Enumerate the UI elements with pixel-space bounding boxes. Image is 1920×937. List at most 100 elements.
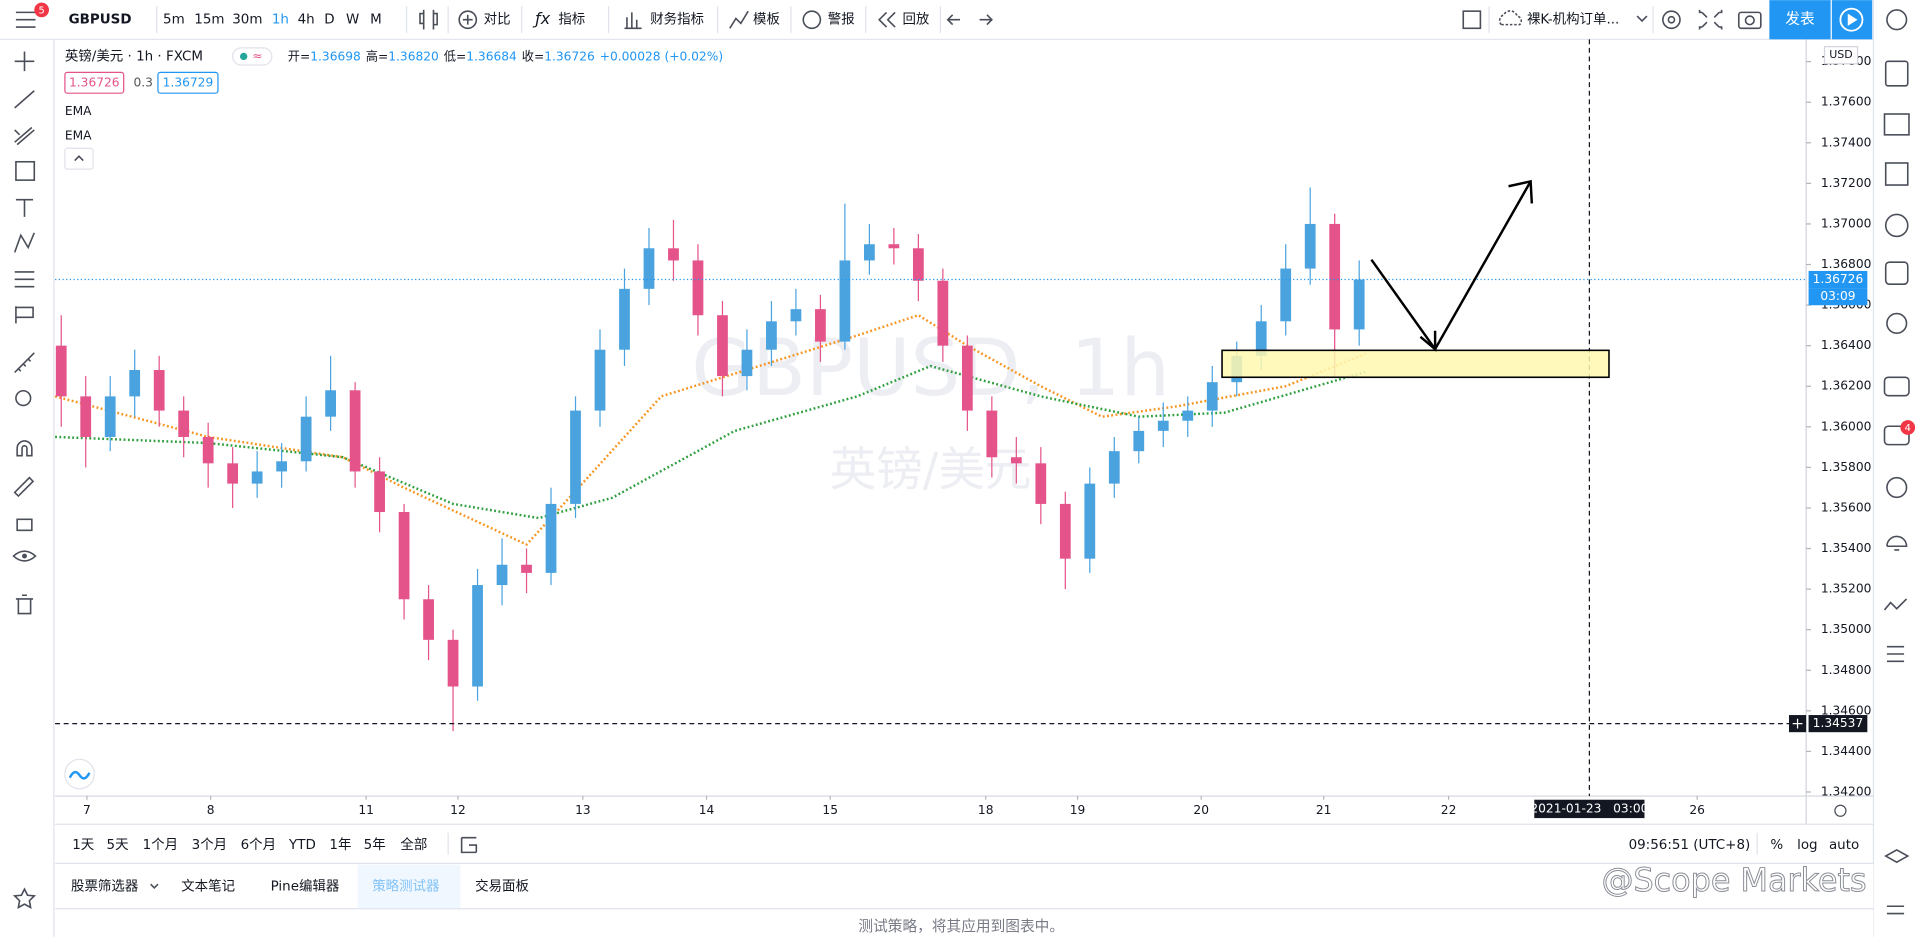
prediction-tool[interactable] — [14, 271, 35, 288]
favorites[interactable] — [12, 887, 37, 909]
interval[interactable]: 15m — [194, 13, 224, 28]
lock-tool[interactable] — [16, 518, 33, 532]
chat-icon[interactable] — [1883, 376, 1910, 397]
auto-toggle[interactable]: auto — [1829, 838, 1859, 853]
axis-settings[interactable] — [1834, 804, 1847, 817]
range-button[interactable]: 1天 — [72, 838, 94, 853]
goto-date-icon[interactable] — [460, 836, 478, 854]
publish-button[interactable] — [1769, 0, 1831, 40]
settings-icon[interactable] — [1662, 10, 1681, 30]
legend-title: 英镑/美元 · 1h · FXCM — [65, 47, 203, 64]
zone-rectangle[interactable] — [1221, 349, 1610, 379]
order-icon[interactable] — [1886, 645, 1905, 663]
camera-icon[interactable] — [1737, 11, 1762, 30]
candle-body — [961, 345, 973, 411]
interval[interactable]: W — [346, 13, 359, 28]
icon-tool[interactable] — [15, 306, 34, 324]
interval[interactable]: 4h — [298, 13, 315, 28]
magnet-tool[interactable] — [16, 440, 33, 457]
ruler-tool[interactable] — [14, 352, 35, 373]
bid-box[interactable] — [64, 71, 125, 94]
clock-icon[interactable] — [1886, 9, 1908, 31]
compare[interactable]: 对比 — [484, 12, 511, 28]
candle-body — [570, 410, 581, 504]
more-icon[interactable] — [1886, 905, 1905, 915]
settings-icon — [1667, 15, 1676, 24]
chevron[interactable] — [1636, 15, 1648, 23]
stream-icon[interactable] — [1886, 476, 1908, 499]
shape-tool[interactable] — [15, 160, 36, 181]
interval[interactable]: 30m — [232, 13, 262, 28]
ask-box[interactable] — [157, 71, 219, 94]
financials-icon[interactable] — [624, 12, 642, 30]
interval[interactable]: M — [370, 13, 382, 28]
trading-icon[interactable] — [1883, 598, 1908, 611]
range-button[interactable]: 1个月 — [143, 837, 178, 853]
symbol[interactable]: GBPUSD — [69, 13, 132, 28]
alert-icon[interactable] — [1886, 535, 1908, 551]
menu-icon[interactable] — [15, 11, 36, 28]
y-tick-label: 1.37200 — [1821, 176, 1872, 190]
compare-icon[interactable] — [458, 10, 478, 30]
interval[interactable]: D — [324, 13, 334, 28]
templates-icon[interactable] — [729, 10, 749, 29]
fib-tool[interactable] — [14, 126, 35, 146]
fx-icon[interactable]: ƒx — [532, 9, 551, 28]
range-button[interactable]: 1年 — [329, 837, 351, 853]
log-toggle[interactable]: log — [1797, 838, 1818, 853]
chart-type-icon[interactable] — [419, 9, 438, 30]
crosshair-tool[interactable] — [14, 51, 35, 72]
tab[interactable]: 交易面板 — [475, 878, 529, 895]
candle-body — [839, 260, 851, 342]
ideas-icon[interactable] — [1886, 312, 1908, 334]
data-icon[interactable] — [1884, 162, 1909, 186]
chevron[interactable] — [150, 883, 159, 890]
layout-name[interactable]: 裸K-机构订单... — [1527, 12, 1619, 28]
redo-icon[interactable] — [979, 14, 993, 26]
draw-mode-tool[interactable] — [13, 476, 35, 498]
hotlist-icon[interactable] — [1884, 213, 1909, 238]
calendar-icon[interactable] — [1884, 261, 1909, 286]
watchlist-icon[interactable] — [1884, 60, 1909, 87]
badge-text: 5 — [39, 6, 45, 17]
zoom-tool[interactable] — [15, 389, 32, 407]
range-button[interactable]: 6个月 — [241, 837, 276, 853]
notifications-icon[interactable] — [1883, 425, 1910, 446]
collapse-button[interactable] — [64, 147, 94, 170]
range-button[interactable]: 3个月 — [192, 837, 227, 853]
candle-body — [937, 280, 949, 346]
ohlc-label: 收= — [522, 49, 545, 63]
interval[interactable]: 5m — [163, 13, 185, 28]
y-tick-label: 1.36800 — [1821, 257, 1872, 271]
replay[interactable]: 回放 — [902, 12, 929, 28]
publish[interactable]: 发表 — [1785, 11, 1815, 28]
tab[interactable]: 文本笔记 — [181, 879, 235, 895]
pattern-tool[interactable] — [13, 232, 36, 253]
play-icon — [1847, 13, 1858, 26]
delete-tool[interactable] — [15, 594, 34, 615]
range-button[interactable]: 全部 — [400, 836, 427, 853]
select-icon[interactable] — [1462, 10, 1482, 30]
interval[interactable]: 1h — [272, 13, 289, 28]
tab[interactable]: Pine编辑器 — [271, 879, 340, 895]
news-icon[interactable] — [1883, 113, 1910, 136]
replay-icon[interactable] — [878, 11, 896, 28]
financials[interactable]: 财务指标 — [650, 12, 704, 28]
indicators[interactable]: 指标 — [558, 12, 585, 28]
fullscreen-icon[interactable] — [1698, 9, 1723, 30]
range-button[interactable]: YTD — [288, 838, 316, 853]
percent-toggle[interactable]: % — [1770, 838, 1783, 853]
clock[interactable]: 09:56:51 (UTC+8) — [1629, 838, 1751, 853]
text-tool[interactable] — [15, 198, 34, 217]
trendline-tool[interactable] — [14, 90, 35, 109]
range-button[interactable]: 5天 — [107, 838, 129, 853]
layers-icon[interactable] — [1884, 849, 1910, 864]
range-button[interactable]: 5年 — [364, 837, 386, 853]
play-icon — [1839, 7, 1864, 32]
undo-icon[interactable] — [946, 14, 960, 26]
alert[interactable]: 警报 — [828, 12, 855, 28]
alert-icon[interactable] — [802, 10, 822, 30]
templates[interactable]: 模板 — [753, 12, 780, 28]
tab[interactable]: 股票筛选器 — [71, 879, 139, 895]
hide-tool[interactable] — [12, 550, 37, 562]
